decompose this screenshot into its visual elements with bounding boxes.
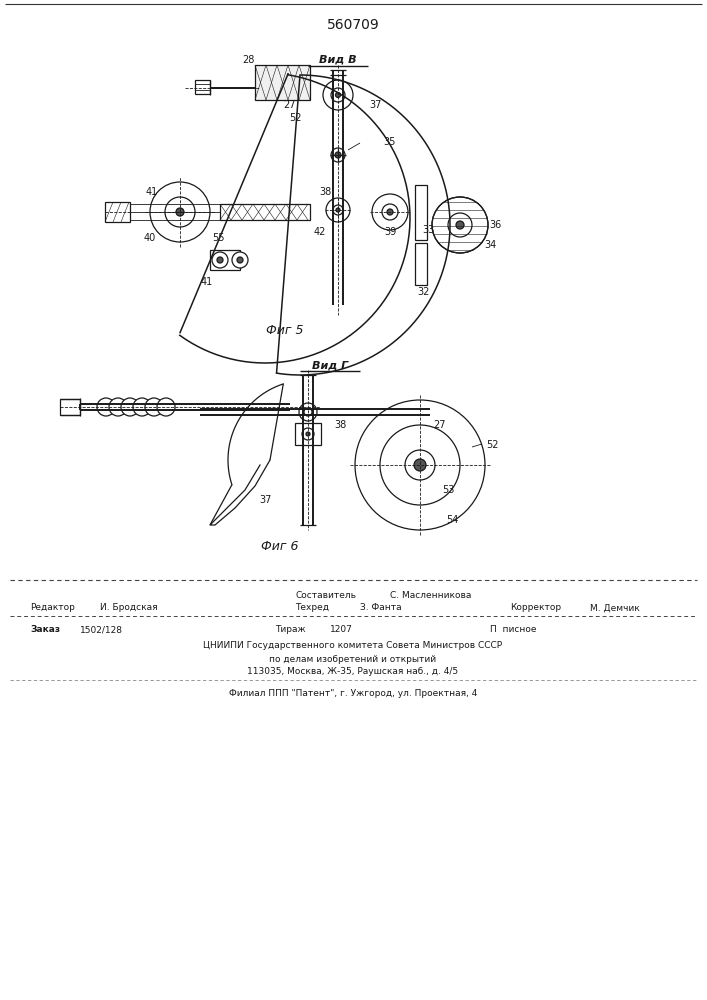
Text: 36: 36 xyxy=(489,220,501,230)
Circle shape xyxy=(372,194,408,230)
Text: С. Масленникова: С. Масленникова xyxy=(390,590,472,599)
Circle shape xyxy=(456,221,464,229)
Text: 28: 28 xyxy=(242,55,255,65)
Text: 41: 41 xyxy=(146,187,158,197)
Text: по делам изобретений и открытий: по делам изобретений и открытий xyxy=(269,654,436,664)
Circle shape xyxy=(121,398,139,416)
Text: 1207: 1207 xyxy=(330,626,353,635)
Text: 54: 54 xyxy=(446,515,458,525)
Text: Корректор: Корректор xyxy=(510,603,561,612)
Text: 27: 27 xyxy=(284,100,296,110)
Text: 38: 38 xyxy=(319,187,331,197)
Bar xyxy=(195,80,210,94)
Text: 53: 53 xyxy=(442,485,454,495)
Circle shape xyxy=(355,400,485,530)
Bar xyxy=(415,243,427,285)
Text: 33: 33 xyxy=(422,225,434,235)
Circle shape xyxy=(145,398,163,416)
Bar xyxy=(210,250,240,270)
Text: Тираж: Тираж xyxy=(275,626,305,635)
Bar xyxy=(105,202,130,222)
Text: 37: 37 xyxy=(369,100,381,110)
Text: 37: 37 xyxy=(259,495,271,505)
Bar xyxy=(60,399,80,415)
Circle shape xyxy=(448,213,472,237)
Circle shape xyxy=(323,80,353,110)
Circle shape xyxy=(299,403,317,421)
Text: Фиг 6: Фиг 6 xyxy=(262,540,299,554)
Text: Техред: Техред xyxy=(295,603,329,612)
Text: 38: 38 xyxy=(334,420,346,430)
Text: 32: 32 xyxy=(418,287,430,297)
Text: 40: 40 xyxy=(144,233,156,243)
Text: З. Фанта: З. Фанта xyxy=(360,603,402,612)
Circle shape xyxy=(157,398,175,416)
Text: 52: 52 xyxy=(486,440,498,450)
Circle shape xyxy=(97,398,115,416)
Text: Фиг 5: Фиг 5 xyxy=(267,324,304,336)
Text: И. Бродская: И. Бродская xyxy=(100,603,158,612)
Text: Вид В: Вид В xyxy=(319,55,357,65)
Text: Вид Г: Вид Г xyxy=(312,360,348,370)
Circle shape xyxy=(432,197,488,253)
Circle shape xyxy=(326,198,350,222)
Text: 42: 42 xyxy=(314,227,326,237)
Circle shape xyxy=(237,257,243,263)
Text: П  писное: П писное xyxy=(490,626,537,635)
Circle shape xyxy=(217,257,223,263)
Circle shape xyxy=(109,398,127,416)
Circle shape xyxy=(405,450,435,480)
Text: Филиал ППП "Патент", г. Ужгород, ул. Проектная, 4: Филиал ППП "Патент", г. Ужгород, ул. Про… xyxy=(229,690,477,698)
Text: 1502/128: 1502/128 xyxy=(80,626,123,635)
Text: 560709: 560709 xyxy=(327,18,380,32)
Text: М. Демчик: М. Демчик xyxy=(590,603,640,612)
Text: 55: 55 xyxy=(212,233,224,243)
Bar xyxy=(220,204,310,220)
Bar xyxy=(295,423,321,445)
Circle shape xyxy=(387,209,393,215)
Circle shape xyxy=(176,208,184,216)
Circle shape xyxy=(414,459,426,471)
Text: 39: 39 xyxy=(384,227,396,237)
Text: Составитель: Составитель xyxy=(295,590,356,599)
Circle shape xyxy=(150,182,210,242)
Bar xyxy=(255,65,310,100)
Text: Заказ: Заказ xyxy=(30,626,60,635)
Text: 27: 27 xyxy=(434,420,446,430)
Circle shape xyxy=(306,432,310,436)
Text: Редактор: Редактор xyxy=(30,603,75,612)
Text: 41: 41 xyxy=(201,277,213,287)
Circle shape xyxy=(331,148,345,162)
Circle shape xyxy=(336,93,341,98)
Text: 35: 35 xyxy=(384,137,396,147)
Circle shape xyxy=(336,208,340,212)
Circle shape xyxy=(133,398,151,416)
Text: 52: 52 xyxy=(288,113,301,123)
Text: ЦНИИПИ Государственного комитета Совета Министров СССР: ЦНИИПИ Государственного комитета Совета … xyxy=(204,642,503,650)
Circle shape xyxy=(335,152,341,158)
Bar xyxy=(415,185,427,240)
Text: 34: 34 xyxy=(484,240,496,250)
Text: 113035, Москва, Ж-35, Раушская наб., д. 4/5: 113035, Москва, Ж-35, Раушская наб., д. … xyxy=(247,668,459,676)
Circle shape xyxy=(212,252,228,268)
Circle shape xyxy=(232,252,248,268)
